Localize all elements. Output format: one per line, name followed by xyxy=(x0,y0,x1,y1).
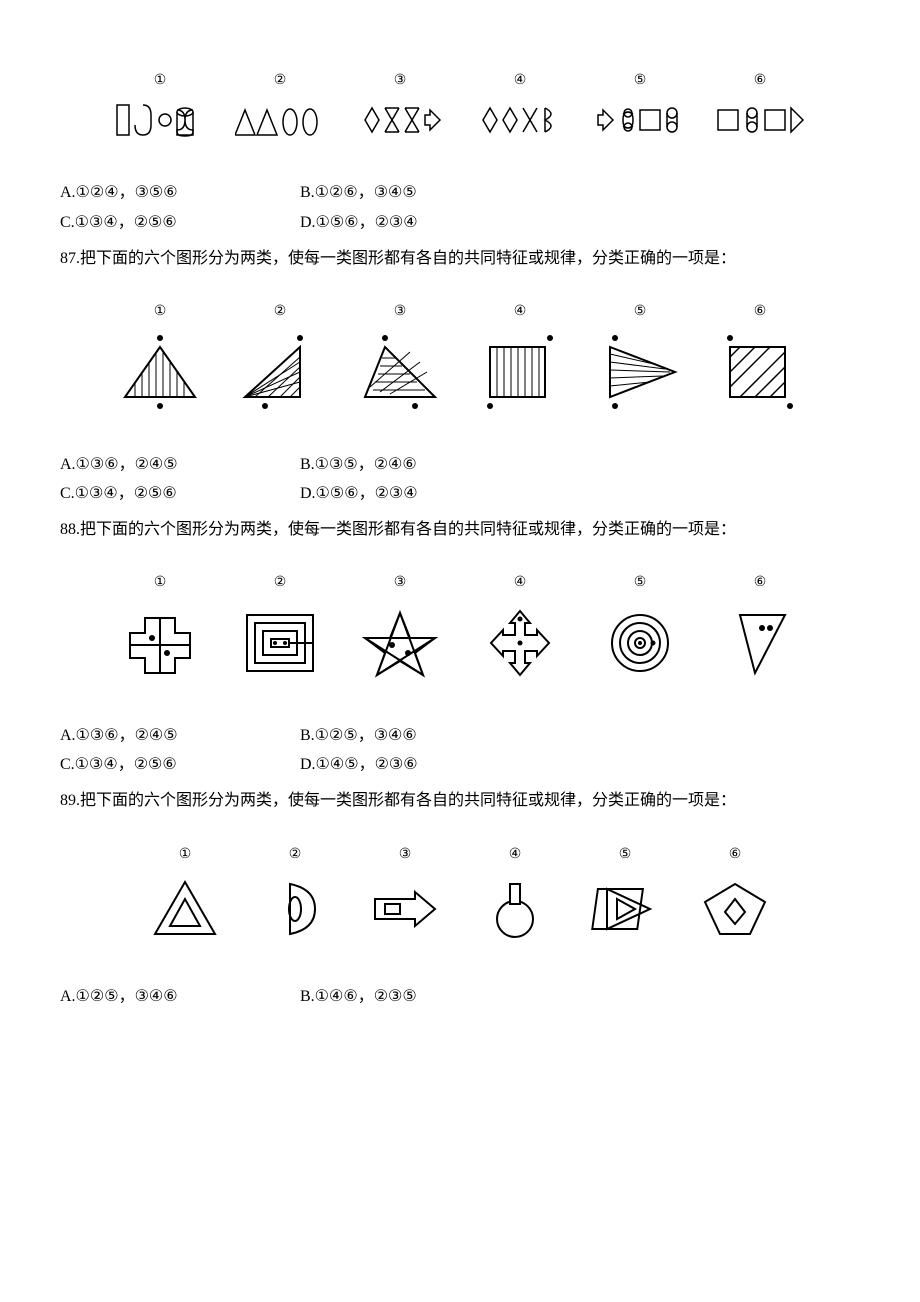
fig-label: ⑥ xyxy=(729,844,742,866)
q87-fig-6: ⑥ xyxy=(715,301,805,411)
q86-option-b: B.①②⑥，③④⑤ xyxy=(300,180,500,206)
q88-fig-6: ⑥ xyxy=(715,572,805,682)
q89-fig-4: ④ xyxy=(475,844,555,944)
q88-option-d: D.①④⑤，②③⑥ xyxy=(300,752,500,778)
q86-fig-3: ③ xyxy=(355,70,445,140)
fig-label: ① xyxy=(179,844,192,866)
q88-fig-1: ① xyxy=(115,572,205,682)
fig-label: ⑥ xyxy=(754,572,767,594)
fig-label: ③ xyxy=(399,844,412,866)
q87-option-c: C.①③④，②⑤⑥ xyxy=(60,481,260,507)
q89-fig-2: ② xyxy=(255,844,335,944)
q86-options-row-2: C.①③④，②⑤⑥ D.①⑤⑥，②③④ xyxy=(60,210,860,236)
fig-label: ① xyxy=(154,70,167,92)
fig-label: ④ xyxy=(509,844,522,866)
q87-options-row-1: A.①③⑥，②④⑤ B.①③⑤，②④⑥ xyxy=(60,452,860,478)
q87-text: 87.把下面的六个图形分为两类，使每一类图形都有各自的共同特征或规律，分类正确的… xyxy=(60,246,860,272)
q87-fig-1: ① xyxy=(115,301,205,411)
fig-label: ② xyxy=(274,572,287,594)
q88-figures: ① ② ③ ④ xyxy=(60,572,860,682)
q89-fig-5: ⑤ xyxy=(585,844,665,944)
fig-label: ⑥ xyxy=(754,70,767,92)
q86-option-c: C.①③④，②⑤⑥ xyxy=(60,210,260,236)
q89-text: 89.把下面的六个图形分为两类，使每一类图形都有各自的共同特征或规律，分类正确的… xyxy=(60,788,860,814)
fig-label: ⑤ xyxy=(634,70,647,92)
q88-options-row-1: A.①③⑥，②④⑤ B.①②⑤，③④⑥ xyxy=(60,723,860,749)
q88-option-b: B.①②⑤，③④⑥ xyxy=(300,723,500,749)
fig-label: ⑤ xyxy=(619,844,632,866)
q88-option-a: A.①③⑥，②④⑤ xyxy=(60,723,260,749)
q87-options-row-2: C.①③④，②⑤⑥ D.①⑤⑥，②③④ xyxy=(60,481,860,507)
q86-fig-2: ② xyxy=(235,70,325,140)
fig-label: ⑥ xyxy=(754,301,767,323)
q89-options-row-1: A.①②⑤，③④⑥ B.①④⑥，②③⑤ xyxy=(60,984,860,1010)
fig-label: ③ xyxy=(394,572,407,594)
q89-fig-6: ⑥ xyxy=(695,844,775,944)
q88-text: 88.把下面的六个图形分为两类，使每一类图形都有各自的共同特征或规律，分类正确的… xyxy=(60,517,860,543)
fig-label: ④ xyxy=(514,70,527,92)
q87-option-d: D.①⑤⑥，②③④ xyxy=(300,481,500,507)
q89-fig-1: ① xyxy=(145,844,225,944)
q87-fig-3: ③ xyxy=(355,301,445,411)
fig-label: ② xyxy=(289,844,302,866)
q86-fig-4: ④ xyxy=(475,70,565,140)
q87-option-b: B.①③⑤，②④⑥ xyxy=(300,452,500,478)
q87-option-a: A.①③⑥，②④⑤ xyxy=(60,452,260,478)
fig-label: ③ xyxy=(394,301,407,323)
q88-fig-5: ⑤ xyxy=(595,572,685,682)
fig-label: ② xyxy=(274,301,287,323)
q86-option-a: A.①②④，③⑤⑥ xyxy=(60,180,260,206)
q86-fig-6: ⑥ xyxy=(715,70,805,140)
q88-fig-3: ③ xyxy=(355,572,445,682)
fig-label: ① xyxy=(154,572,167,594)
q89-option-a: A.①②⑤，③④⑥ xyxy=(60,984,260,1010)
q87-figures: ① ② ③ xyxy=(60,301,860,411)
q86-fig-5: ⑤ xyxy=(595,70,685,140)
q87-fig-2: ② xyxy=(235,301,325,411)
q86-option-d: D.①⑤⑥，②③④ xyxy=(300,210,500,236)
fig-label: ⑤ xyxy=(634,572,647,594)
fig-label: ① xyxy=(154,301,167,323)
fig-label: ③ xyxy=(394,70,407,92)
q86-figures: ① ② ③ ④ xyxy=(60,70,860,140)
fig-label: ② xyxy=(274,70,287,92)
q86-options-row-1: A.①②④，③⑤⑥ B.①②⑥，③④⑤ xyxy=(60,180,860,206)
q87-fig-4: ④ xyxy=(475,301,565,411)
q89-fig-3: ③ xyxy=(365,844,445,944)
fig-label: ④ xyxy=(514,301,527,323)
q88-options-row-2: C.①③④，②⑤⑥ D.①④⑤，②③⑥ xyxy=(60,752,860,778)
q89-option-b: B.①④⑥，②③⑤ xyxy=(300,984,500,1010)
q88-fig-2: ② xyxy=(235,572,325,682)
q89-figures: ① ② ③ ④ ⑤ ⑥ xyxy=(60,844,860,944)
q88-option-c: C.①③④，②⑤⑥ xyxy=(60,752,260,778)
q86-fig-1: ① xyxy=(115,70,205,140)
q88-fig-4: ④ xyxy=(475,572,565,682)
q87-fig-5: ⑤ xyxy=(595,301,685,411)
fig-label: ④ xyxy=(514,572,527,594)
fig-label: ⑤ xyxy=(634,301,647,323)
